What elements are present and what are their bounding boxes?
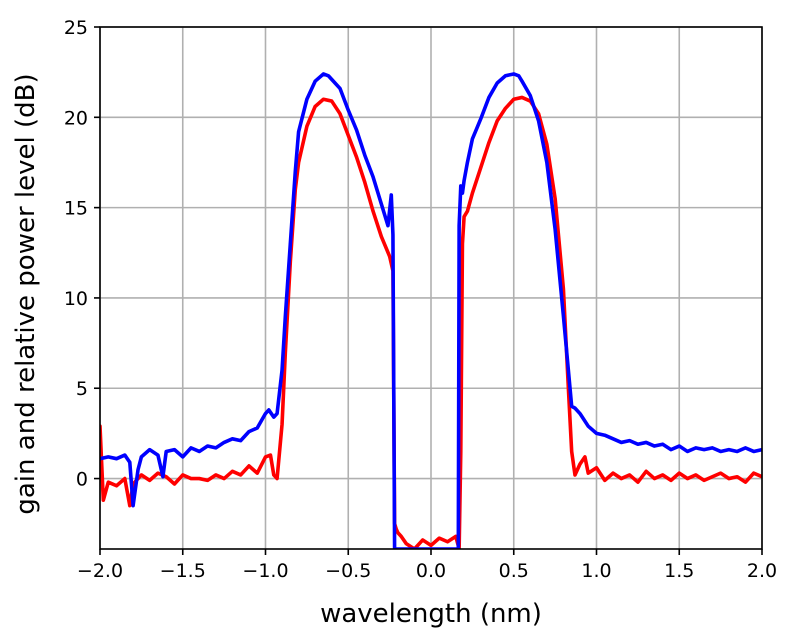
x-tick-label: −0.5 <box>325 560 371 582</box>
y-tick-label: 25 <box>64 17 88 39</box>
x-tick-label: 2.0 <box>747 560 777 582</box>
x-tick-label: 1.5 <box>664 560 694 582</box>
y-tick-label: 0 <box>76 469 88 491</box>
y-tick-label: 10 <box>64 288 88 310</box>
x-tick-label: 0.5 <box>499 560 529 582</box>
x-tick-label: 1.0 <box>581 560 611 582</box>
y-axis-label: gain and relative power level (dB) <box>11 73 41 514</box>
x-tick-label: −1.0 <box>242 560 288 582</box>
y-tick-label: 20 <box>64 107 88 129</box>
x-axis-label: wavelength (nm) <box>320 599 542 629</box>
series-layer <box>100 72 762 549</box>
series-line-red <box>100 95 762 549</box>
x-tick-label: −2.0 <box>77 560 123 582</box>
y-axis: 0 5 10 15 20 25 <box>64 17 100 491</box>
x-tick-label: 0.0 <box>416 560 446 582</box>
grid-lines <box>99 26 763 549</box>
x-axis: −2.0 −1.5 −1.0 −0.5 0.0 0.5 1.0 1.5 2.0 <box>77 549 777 582</box>
x-tick-label: −1.5 <box>160 560 206 582</box>
y-tick-label: 5 <box>76 378 88 400</box>
y-tick-label: 15 <box>64 198 88 220</box>
series-line-blue <box>100 72 762 549</box>
